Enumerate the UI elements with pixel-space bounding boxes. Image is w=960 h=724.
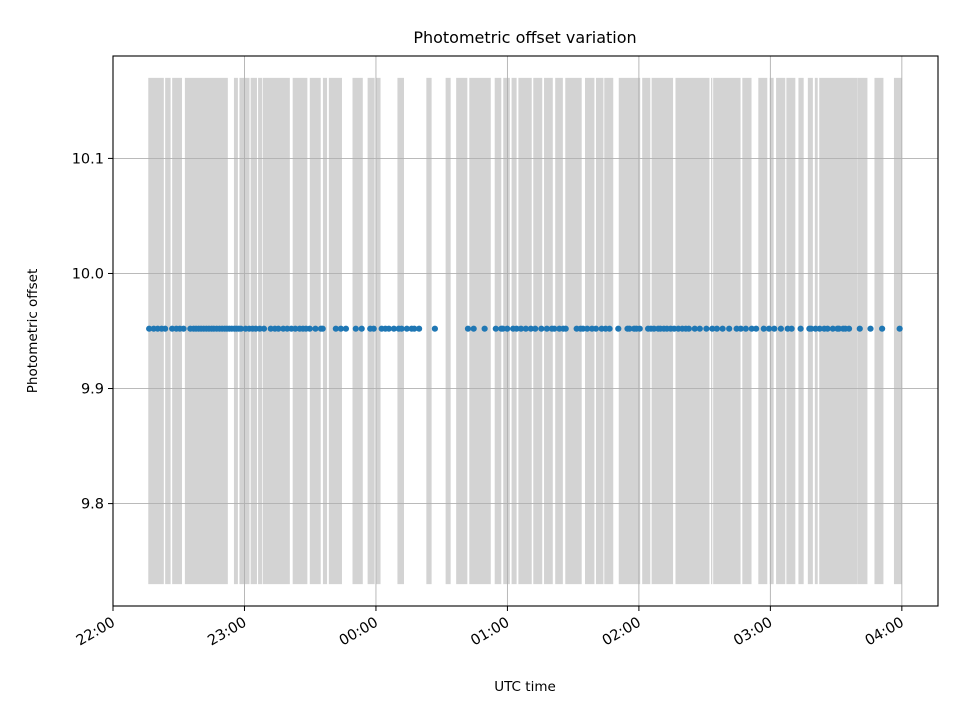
- data-point: [856, 325, 863, 332]
- data-point: [352, 325, 359, 332]
- data-point: [592, 325, 600, 332]
- data-point: [879, 325, 886, 332]
- data-point: [398, 325, 405, 332]
- chart-title: Photometric offset variation: [413, 28, 636, 47]
- shaded-interval: [426, 77, 432, 585]
- data-point: [538, 325, 545, 332]
- data-point: [481, 325, 488, 332]
- data-point: [390, 325, 398, 332]
- shaded-interval: [375, 77, 381, 585]
- data-point: [713, 325, 721, 332]
- y-tick-label: 10.0: [72, 266, 104, 282]
- data-point: [358, 325, 365, 332]
- data-point: [504, 325, 511, 332]
- shaded-interval: [469, 77, 491, 585]
- data-point: [777, 325, 784, 332]
- data-point: [726, 325, 733, 332]
- shaded-interval: [565, 77, 582, 585]
- data-point: [742, 325, 749, 332]
- data-point: [824, 325, 831, 332]
- data-point: [753, 325, 760, 332]
- data-point: [275, 325, 282, 332]
- data-point: [808, 325, 815, 332]
- data-point: [332, 325, 339, 332]
- shaded-interval: [533, 77, 543, 585]
- data-point: [829, 325, 836, 332]
- y-tick-label: 10.1: [72, 151, 104, 167]
- data-point: [696, 325, 703, 332]
- data-point: [492, 325, 499, 332]
- data-point: [797, 325, 804, 332]
- data-point: [180, 325, 187, 332]
- data-point: [760, 325, 767, 332]
- shaded-interval: [322, 77, 328, 585]
- shaded-interval: [494, 77, 502, 585]
- data-point: [499, 325, 506, 332]
- data-point: [411, 325, 418, 332]
- data-point: [691, 325, 698, 332]
- shaded-interval: [769, 77, 774, 585]
- data-point: [562, 325, 569, 332]
- data-point: [532, 325, 539, 332]
- data-point: [748, 325, 755, 332]
- y-tick-label: 9.9: [81, 382, 104, 398]
- shaded-interval: [165, 77, 171, 585]
- data-point: [517, 325, 525, 332]
- data-point: [513, 325, 520, 332]
- data-point: [237, 325, 245, 332]
- data-point: [162, 325, 169, 332]
- data-point: [337, 325, 344, 332]
- shaded-interval: [456, 77, 468, 585]
- data-point: [737, 325, 744, 332]
- data-point: [522, 325, 529, 332]
- x-axis-label: UTC time: [494, 679, 556, 695]
- data-point: [788, 325, 795, 332]
- y-axis-label: Photometric offset: [25, 269, 41, 393]
- data-point: [403, 325, 410, 332]
- data-point: [464, 325, 472, 332]
- axes-frame: [112, 55, 939, 607]
- data-point: [370, 325, 377, 332]
- data-point: [431, 325, 438, 332]
- data-point: [416, 325, 423, 332]
- data-point: [845, 325, 853, 332]
- data-point: [527, 325, 534, 332]
- shaded-interval: [584, 77, 595, 585]
- data-point: [703, 325, 710, 332]
- data-point: [385, 325, 392, 332]
- data-point: [719, 325, 726, 332]
- data-point: [470, 325, 477, 332]
- data-point: [543, 325, 550, 332]
- data-point: [685, 325, 692, 332]
- data-point: [292, 325, 299, 332]
- plot-area: 22:00 23:00 00:00 01:00 02:00 03:00 04:009.89.…: [72, 55, 939, 649]
- data-point: [342, 325, 350, 332]
- shaded-interval: [445, 77, 451, 585]
- data-point: [867, 325, 874, 332]
- data-point: [146, 325, 153, 332]
- data-point: [551, 325, 558, 332]
- data-point: [636, 325, 643, 332]
- data-point: [816, 325, 823, 332]
- data-point: [312, 325, 319, 332]
- data-point: [260, 325, 268, 332]
- data-point: [626, 325, 633, 332]
- data-point: [896, 325, 903, 332]
- data-point: [771, 325, 778, 332]
- data-point: [319, 325, 326, 332]
- data-point: [615, 325, 622, 332]
- data-point: [584, 325, 591, 332]
- y-tick-label: 9.8: [81, 497, 104, 513]
- data-point: [709, 325, 716, 332]
- data-point: [765, 325, 773, 332]
- data-point: [606, 325, 613, 332]
- data-point: [306, 325, 313, 332]
- shaded-interval: [874, 77, 884, 585]
- shaded-interval: [857, 77, 868, 585]
